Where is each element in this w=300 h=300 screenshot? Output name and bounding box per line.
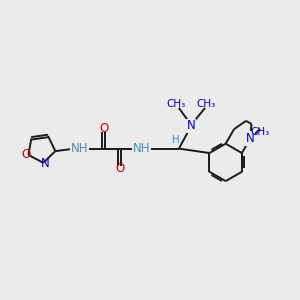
Text: CH₃: CH₃ (250, 127, 270, 137)
Text: CH₃: CH₃ (197, 99, 216, 109)
Text: O: O (99, 122, 108, 135)
Text: CH₃: CH₃ (167, 99, 186, 109)
Text: H: H (172, 135, 179, 145)
Text: N: N (41, 157, 50, 170)
Text: O: O (22, 148, 31, 161)
Text: O: O (115, 163, 124, 176)
Text: N: N (246, 132, 255, 145)
Text: NH: NH (132, 142, 150, 155)
Text: NH: NH (71, 142, 88, 155)
Text: N: N (187, 119, 196, 132)
